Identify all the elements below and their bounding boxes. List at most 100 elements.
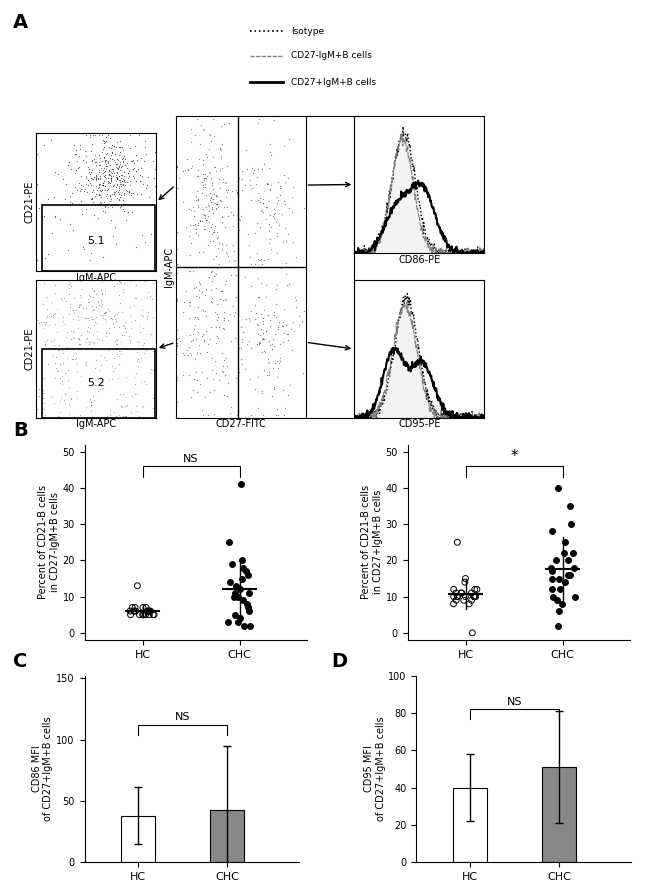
Point [244, 334, 254, 348]
Point [203, 215, 214, 229]
Point [109, 351, 119, 365]
Point [71, 163, 81, 177]
Point [107, 152, 117, 166]
Point [207, 176, 217, 190]
Point [44, 317, 55, 332]
Point [253, 290, 263, 304]
Point [51, 361, 61, 375]
Point [262, 200, 272, 214]
Point [111, 140, 122, 155]
Point [200, 209, 210, 223]
Point [114, 344, 124, 358]
Point [112, 172, 123, 187]
Point [192, 310, 203, 324]
Point [255, 322, 266, 336]
Point [71, 346, 81, 360]
Point [255, 220, 265, 234]
Point [188, 281, 199, 295]
Point [471, 589, 481, 604]
Point [260, 345, 270, 359]
Point [94, 171, 105, 185]
Point [122, 165, 133, 180]
Point [184, 340, 194, 354]
Point [120, 321, 130, 335]
Point [99, 200, 110, 214]
Point [174, 171, 184, 185]
Point [80, 356, 90, 371]
Point [212, 225, 222, 239]
Point [186, 204, 196, 218]
Point [131, 292, 141, 306]
Point [114, 157, 125, 172]
Point [64, 308, 74, 322]
Point [220, 220, 231, 234]
Point [217, 320, 228, 334]
Point [245, 260, 255, 274]
Point [185, 218, 196, 232]
Text: 5.2: 5.2 [87, 379, 105, 388]
Point [287, 343, 298, 357]
Point [77, 206, 88, 220]
Point [39, 371, 49, 385]
Point [87, 192, 98, 206]
Point [235, 612, 245, 626]
Point [255, 328, 265, 342]
Point [230, 305, 240, 319]
Point [60, 317, 71, 332]
Point [193, 164, 203, 178]
Point [68, 324, 79, 339]
Point [547, 525, 557, 539]
Point [278, 315, 289, 329]
Point [43, 246, 53, 260]
Point [115, 164, 125, 178]
Point [112, 171, 123, 185]
Point [254, 337, 264, 351]
Point [457, 586, 467, 600]
Point [263, 252, 274, 267]
Point [250, 177, 261, 191]
Point [90, 148, 100, 162]
Point [216, 209, 227, 223]
Point [94, 155, 104, 169]
Point [115, 140, 125, 154]
Point [87, 185, 98, 199]
Point [188, 327, 198, 341]
Point [263, 356, 274, 370]
Point [215, 140, 226, 155]
Point [238, 325, 248, 340]
Bar [211, 810, 244, 862]
Point [57, 369, 67, 383]
Point [55, 212, 65, 226]
Point [118, 193, 128, 207]
Point [146, 227, 156, 241]
Point [136, 302, 147, 316]
Point [68, 352, 79, 366]
Point [115, 296, 125, 310]
Point [258, 332, 268, 346]
Point [188, 264, 198, 278]
Point [250, 298, 260, 312]
Point [72, 154, 82, 168]
Point [207, 291, 218, 305]
Point [91, 300, 101, 315]
Point [91, 353, 101, 367]
Point [98, 165, 109, 180]
Point [121, 370, 131, 384]
Point [199, 333, 209, 348]
Point [114, 169, 125, 183]
Point [134, 334, 144, 348]
Point [36, 378, 46, 392]
Point [258, 363, 268, 377]
Point [116, 168, 127, 182]
Point [207, 252, 218, 267]
Point [106, 148, 116, 163]
Point [84, 289, 95, 303]
Point [86, 310, 96, 324]
Point [216, 161, 227, 175]
Point [97, 382, 107, 396]
Point [242, 597, 252, 611]
Point [112, 172, 123, 186]
Point [38, 383, 48, 397]
Point [199, 219, 209, 233]
Point [130, 387, 140, 401]
